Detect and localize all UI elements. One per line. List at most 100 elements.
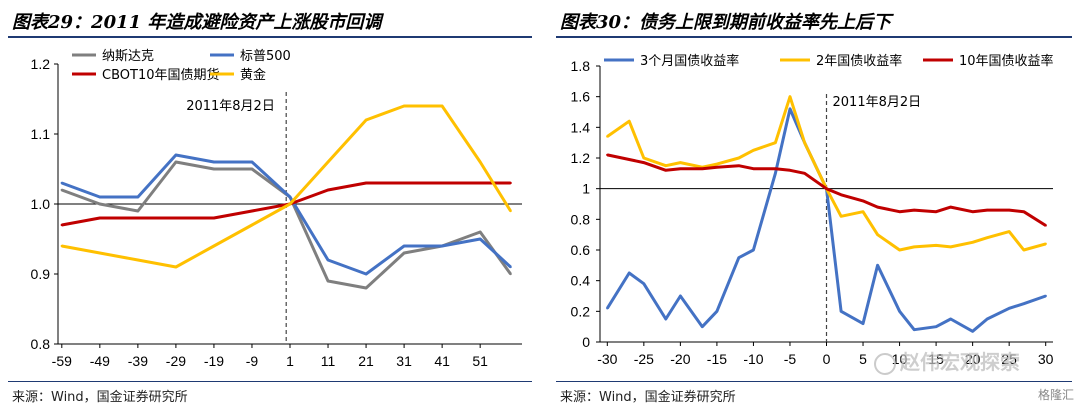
data-point	[898, 248, 901, 252]
data-point	[478, 230, 482, 234]
data-point	[1007, 230, 1011, 233]
data-point	[825, 187, 828, 190]
data-point	[1044, 294, 1047, 298]
data-point	[212, 160, 216, 164]
data-point	[1044, 242, 1047, 246]
data-point	[628, 120, 631, 123]
y-tick-label: 1.0	[31, 196, 51, 212]
data-point	[174, 153, 178, 157]
data-point	[934, 210, 938, 213]
source-divider	[8, 381, 532, 382]
data-point	[250, 160, 254, 164]
data-point	[250, 209, 254, 213]
data-point	[606, 135, 609, 138]
x-tick-label: 1	[286, 353, 294, 369]
data-point	[642, 282, 646, 285]
data-point	[136, 209, 140, 213]
x-tick-label: 0	[823, 351, 831, 367]
data-point	[174, 216, 178, 220]
y-tick-label: 0	[582, 334, 590, 350]
y-tick-label: 1.6	[571, 89, 591, 105]
title-divider	[8, 36, 532, 38]
data-point	[861, 210, 865, 213]
data-point	[98, 216, 102, 220]
data-point	[1022, 210, 1025, 213]
data-point	[60, 244, 64, 248]
data-point	[326, 160, 330, 164]
data-point	[679, 161, 682, 164]
data-point	[174, 265, 178, 269]
data-point	[212, 167, 216, 171]
legend-label: 10年国债收益率	[959, 53, 1054, 69]
data-point	[701, 167, 704, 170]
data-point	[250, 223, 254, 227]
data-point	[1022, 248, 1025, 252]
data-point	[402, 244, 406, 248]
data-point	[664, 169, 667, 172]
data-point	[898, 210, 901, 213]
legend-label: 纳斯达克	[102, 49, 154, 64]
data-point	[288, 195, 292, 199]
x-tick-label: -20	[670, 351, 690, 367]
data-point	[876, 205, 879, 209]
y-tick-label: 0.6	[571, 242, 591, 258]
watermark-text: 赵伟宏观探索	[900, 350, 1020, 374]
data-point	[136, 195, 140, 199]
data-point	[752, 149, 755, 152]
data-point	[664, 317, 667, 321]
data-point	[803, 172, 806, 175]
data-point	[912, 208, 916, 212]
x-tick-label: 20	[965, 351, 981, 367]
source-note: 来源：Wind，国金证券研究所	[560, 390, 736, 405]
data-point	[212, 244, 216, 248]
data-point	[60, 188, 64, 192]
data-point	[364, 181, 368, 185]
data-point	[715, 162, 719, 166]
data-point	[1044, 224, 1047, 227]
data-point	[986, 236, 989, 239]
data-point	[1007, 307, 1011, 310]
data-point	[509, 209, 512, 213]
x-tick-label: -39	[128, 353, 148, 369]
data-point	[839, 215, 843, 218]
chart-svg: 0.80.91.01.11.2-59 -49 -39 -29 -19 -9 1 11 21 31 4…	[31, 49, 522, 369]
chart-title: 图表30：债务上限到期前收益率先上后下	[560, 12, 892, 33]
data-point	[737, 256, 741, 259]
chart-svg: 0 0.2 0.4 0.6 0.8 1 1.2 1.4 1.6 1.8 -30 -25 -20 -15 -1…	[571, 53, 1054, 367]
legend-label: 3个月国债收益率	[640, 53, 739, 69]
x-tick-label: -30	[597, 351, 617, 367]
data-point	[715, 310, 719, 313]
data-point	[364, 118, 368, 122]
data-point	[803, 141, 806, 144]
data-point	[737, 156, 741, 160]
data-point	[934, 244, 938, 247]
x-tick-label: 21	[358, 353, 374, 369]
data-point	[402, 104, 406, 108]
watermark: 赵伟宏观探索	[874, 346, 1020, 375]
x-tick-label: 25	[1001, 351, 1017, 367]
data-point	[971, 241, 974, 244]
x-tick-label: 15	[928, 351, 944, 367]
y-tick-label: 1.2	[571, 150, 591, 166]
data-point	[752, 167, 755, 170]
data-point	[212, 216, 216, 220]
x-tick-label: 31	[396, 353, 412, 369]
y-tick-label: 1.8	[571, 58, 591, 74]
x-tick-label: -59	[52, 353, 72, 369]
x-tick-label: -29	[166, 353, 186, 369]
x-tick-label: 30	[1038, 351, 1054, 367]
x-tick-label: -49	[90, 353, 110, 369]
title-divider	[556, 36, 1072, 38]
data-point	[642, 156, 646, 160]
legend-label: 2年国债收益率	[816, 53, 902, 69]
y-tick-label: 0.9	[31, 266, 51, 282]
data-point	[971, 210, 974, 213]
x-tick-label: 51	[472, 353, 488, 369]
data-point	[509, 181, 512, 185]
y-tick-label: 1.4	[571, 119, 591, 135]
legend-label: CBOT10年国债期货	[102, 67, 219, 83]
source-note: 来源：Wind，国金证券研究所	[12, 390, 188, 405]
data-point	[679, 294, 682, 298]
legend-label: 标普500	[240, 49, 291, 64]
data-point	[98, 202, 102, 206]
